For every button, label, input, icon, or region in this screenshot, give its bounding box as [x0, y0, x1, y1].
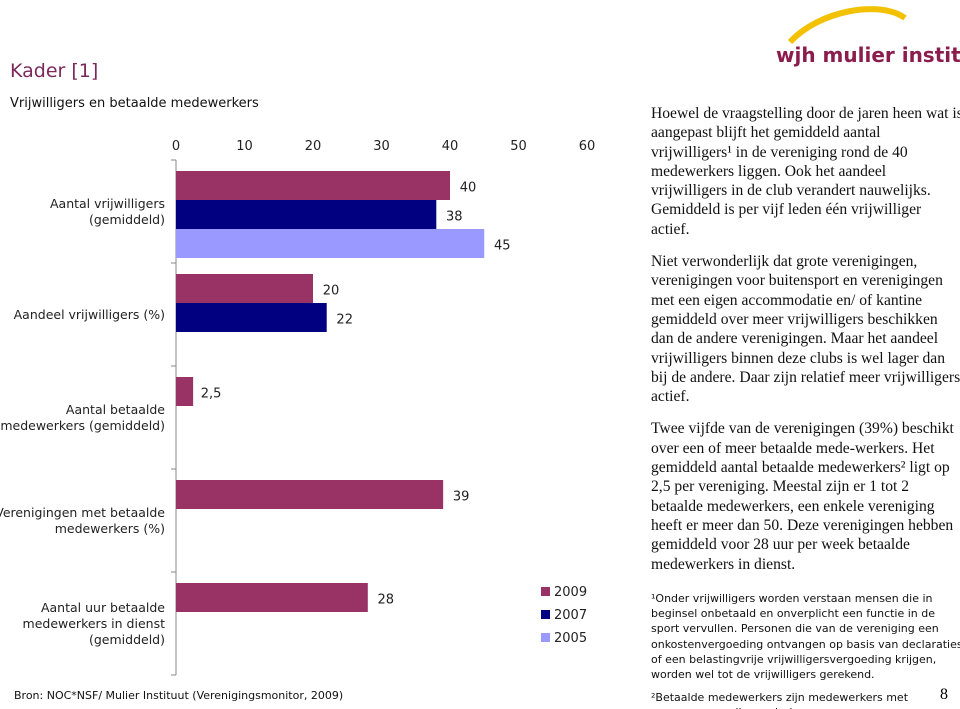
x-tick-label: 0 — [172, 139, 180, 154]
bar — [176, 171, 450, 200]
paragraph: Twee vijfde van de verenigingen (39%) be… — [651, 420, 954, 573]
bar — [176, 480, 444, 509]
category-label: Verenigingen met betaalde medewerkers (%… — [0, 504, 165, 536]
footnote: ¹Onder vrijwilligers worden verstaan men… — [651, 592, 960, 682]
x-tick-label: 20 — [305, 139, 322, 154]
legend-swatch — [541, 587, 550, 596]
paragraph: Hoewel de vraagstelling door de jaren he… — [651, 105, 960, 238]
text-column: Hoewel de vraagstelling door de jaren he… — [651, 104, 960, 587]
category-label: Aantal betaalde medewerkers (gemiddeld) — [0, 401, 165, 433]
legend-swatch — [541, 610, 550, 619]
x-tick-label: 40 — [442, 139, 459, 154]
category-label: Aantal uur betaalde medewerkers in diens… — [22, 599, 165, 647]
page-number: 8 — [940, 686, 948, 703]
legend-swatch — [541, 633, 550, 642]
source: Bron: NOC*NSF/ Mulier Instituut (Verenig… — [14, 689, 344, 702]
value-label: 38 — [446, 210, 463, 225]
x-tick-label: 60 — [579, 139, 596, 154]
value-label: 22 — [336, 313, 353, 328]
paragraph: Niet verwonderlijk dat grote vereniginge… — [651, 253, 960, 406]
logo-swoosh — [787, 6, 907, 45]
value-label: 45 — [494, 239, 511, 254]
footnote: ²Betaalde medewerkers zijn medewerkers m… — [651, 691, 909, 709]
title: Kader [1] — [10, 60, 99, 82]
footnotes: ¹Onder vrijwilligers worden verstaan men… — [651, 591, 960, 709]
value-label: 39 — [453, 490, 470, 505]
value-label: 40 — [460, 181, 477, 196]
x-tick-label: 10 — [236, 139, 253, 154]
bar — [176, 200, 437, 229]
bar — [176, 377, 194, 406]
bar — [176, 303, 327, 332]
bar — [176, 274, 313, 303]
category-label: Aantal vrijwilligers (gemiddeld) — [49, 195, 165, 227]
value-label: 28 — [378, 593, 395, 608]
logo: wjh mulier instituut — [776, 43, 960, 67]
bar — [176, 229, 485, 258]
value-label: 20 — [323, 284, 340, 299]
legend-label: 2005 — [554, 631, 587, 646]
legend-label: 2009 — [554, 585, 587, 600]
legend-label: 2007 — [554, 608, 587, 623]
value-label: 2,5 — [201, 387, 222, 402]
subtitle: Vrijwilligers en betaalde medewerkers — [10, 96, 259, 111]
category-label: Aandeel vrijwilligers (%) — [13, 306, 165, 322]
bar — [176, 583, 368, 612]
x-tick-label: 30 — [373, 139, 390, 154]
x-tick-label: 50 — [510, 139, 527, 154]
